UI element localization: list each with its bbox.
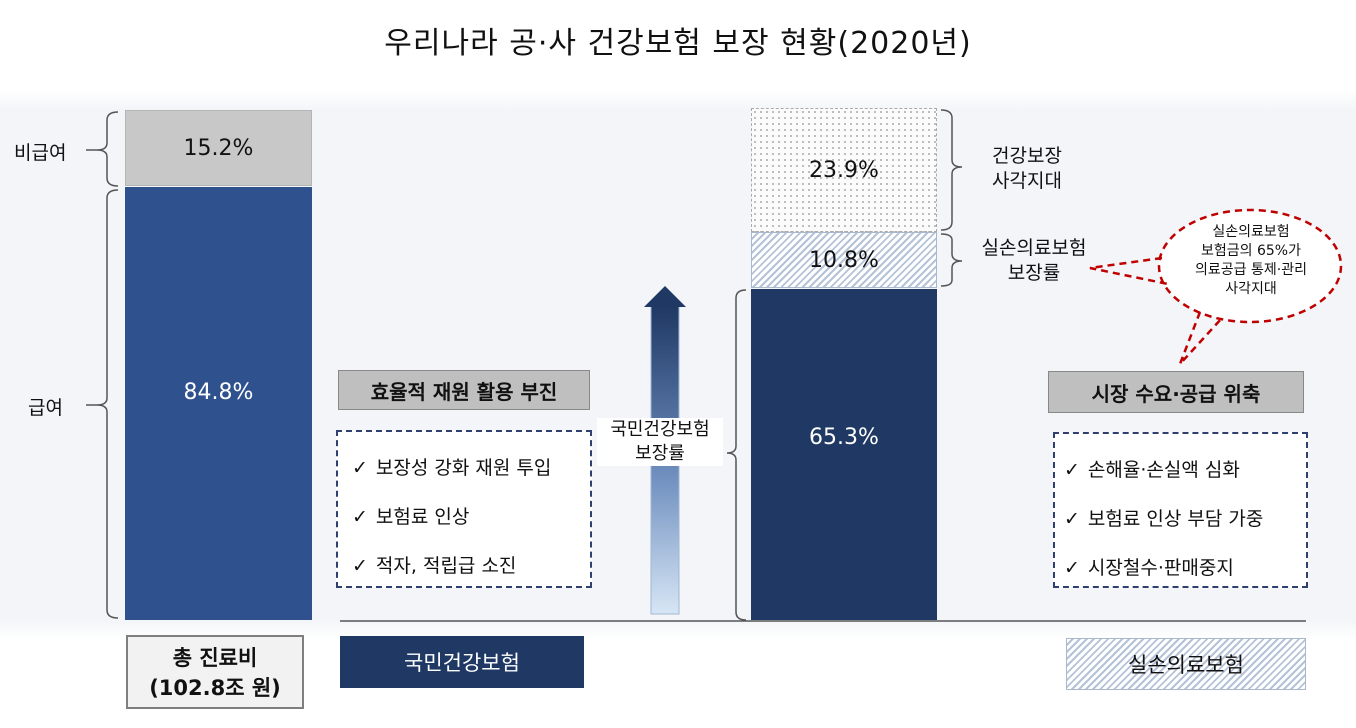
- bracket-covered: [96, 189, 119, 619]
- nhi-legend-box: 국민건강보험: [340, 636, 584, 688]
- nhi-value: 65.3%: [809, 425, 879, 450]
- nhi-issue-item: ✓ 적자, 적립급 소진: [352, 555, 517, 577]
- private-insurance-bar: 10.8%: [751, 232, 937, 288]
- check-icon: ✓: [352, 555, 368, 577]
- private-insurance-legend-box: 실손의료보험: [1066, 638, 1306, 690]
- bubble-outline: [1157, 208, 1343, 324]
- private-issue-item: ✓ 시장철수·판매중지: [1064, 557, 1234, 579]
- blind-spot-label: 건강보장 사각지대: [972, 144, 1082, 194]
- nhi-issue-item: ✓ 보험료 인상: [352, 506, 470, 528]
- bubble-callout-text: 실손의료보험 보험금의 65%가 의료공급 통제·관리 사각지대: [1166, 223, 1336, 299]
- bracket-non-covered: [96, 111, 119, 187]
- arrow-label-line2: 보장률: [635, 443, 685, 464]
- private-coverage-label-line2: 보장률: [1007, 262, 1061, 284]
- bracket-blind-spot: [940, 109, 963, 231]
- non-covered-value: 15.2%: [183, 135, 254, 161]
- bubble-pointer-left: [1089, 256, 1169, 286]
- bubble-pointer-down: [1178, 311, 1223, 365]
- blind-spot-label-line1: 건강보장: [992, 145, 1062, 167]
- bubble-line1: 실손의료보험: [1212, 224, 1290, 240]
- check-icon: ✓: [1064, 557, 1080, 579]
- check-icon: ✓: [352, 506, 368, 528]
- private-issue-header: 시장 수요·공급 위축: [1048, 371, 1304, 413]
- private-coverage-label-line1: 실손의료보험: [981, 237, 1087, 259]
- private-coverage-label: 실손의료보험 보장률: [966, 236, 1102, 286]
- nhi-coverage-arrow-label: 국민건강보험 보장률: [597, 418, 723, 466]
- nhi-issue-item: ✓ 보장성 강화 재원 투입: [352, 457, 552, 479]
- covered-label: 급여: [28, 397, 63, 419]
- blind-spot-value: 23.9%: [809, 157, 879, 183]
- private-issue-list: [1053, 432, 1308, 588]
- covered-bar: 84.8%: [125, 187, 312, 620]
- nhi-bar: 65.3%: [751, 289, 937, 620]
- total-medical-cost-box: 총 진료비 (102.8조 원): [126, 635, 304, 709]
- total-cost-line2: (102.8조 원): [149, 676, 281, 700]
- non-covered-label: 비급여: [14, 142, 67, 164]
- blind-spot-label-line2: 사각지대: [992, 170, 1062, 192]
- non-covered-bar: 15.2%: [125, 110, 312, 186]
- bubble-line2: 보험금의 65%가: [1201, 243, 1301, 259]
- check-icon: ✓: [1064, 459, 1080, 481]
- bubble-line4: 사각지대: [1225, 281, 1277, 297]
- private-issue-item: ✓ 손해율·손실액 심화: [1064, 459, 1240, 481]
- bubble-line3: 의료공급 통제·관리: [1195, 262, 1307, 278]
- check-icon: ✓: [352, 457, 368, 479]
- covered-value: 84.8%: [183, 380, 254, 405]
- check-icon: ✓: [1064, 508, 1080, 530]
- nhi-issue-list: [336, 430, 592, 588]
- bracket-private: [940, 233, 963, 287]
- private-insurance-value: 10.8%: [809, 247, 879, 273]
- total-cost-line1: 총 진료비: [172, 646, 258, 670]
- bracket-nhi: [726, 289, 747, 621]
- arrow-head: [644, 286, 686, 307]
- diagram-title: 우리나라 공·사 건강보험 보장 현황(2020년): [384, 26, 972, 61]
- arrow-label-line1: 국민건강보험: [610, 419, 710, 440]
- nhi-issue-header: 효율적 재원 활용 부진: [338, 370, 590, 410]
- private-issue-item: ✓ 보험료 인상 부담 가중: [1064, 508, 1264, 530]
- blind-spot-bar: 23.9%: [751, 108, 937, 232]
